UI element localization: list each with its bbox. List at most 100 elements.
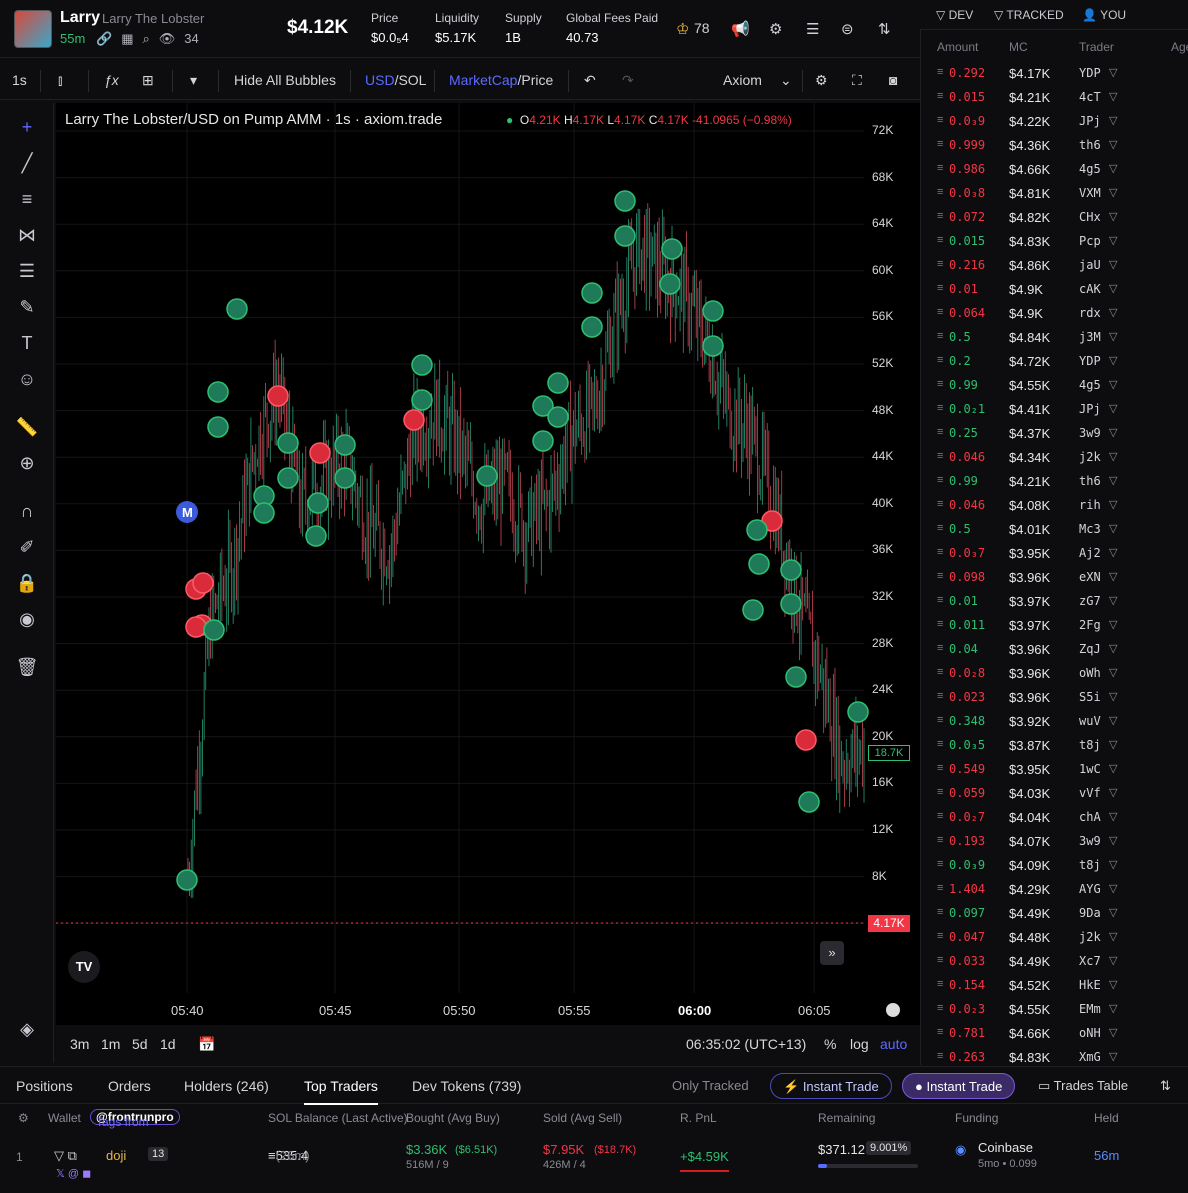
trade-row[interactable]: ≡ 0.015 $4.21K 4cT ▽	[937, 90, 1118, 105]
trade-row[interactable]: ≡ 0.098 $3.96K eXN ▽	[937, 570, 1118, 585]
filter-icon[interactable]: ▽	[1109, 643, 1118, 655]
filter-icon[interactable]: ▽	[1109, 595, 1118, 607]
filter-icon[interactable]: ▽	[1109, 715, 1118, 727]
filter-icon[interactable]: ▽	[1109, 403, 1118, 415]
trade-bubble[interactable]	[532, 395, 554, 417]
trade-row[interactable]: ≡ 0.99 $4.55K 4g5 ▽	[937, 378, 1118, 393]
filter-icon[interactable]: ▽	[1109, 163, 1118, 175]
filter-icon[interactable]: ▽	[1109, 259, 1118, 271]
trade-row[interactable]: ≡ 0.0₃9 $4.09K t8j ▽	[937, 858, 1118, 873]
filter-icon[interactable]: ▽	[1109, 379, 1118, 391]
gear-icon[interactable]: ⚙	[18, 1111, 29, 1125]
filter-icon[interactable]: ▽	[1109, 67, 1118, 79]
hide-bubbles-button[interactable]: Hide All Bubbles	[234, 72, 336, 88]
trade-bubble[interactable]	[780, 559, 802, 581]
trade-row[interactable]: ≡ 0.01 $3.97K zG7 ▽	[937, 594, 1118, 609]
trade-row[interactable]: ≡ 0.5 $4.84K j3M ▽	[937, 330, 1118, 345]
trade-row[interactable]: ≡ 0.046 $4.34K j2k ▽	[937, 450, 1118, 465]
chevron-down-icon[interactable]: ▾	[190, 72, 198, 88]
trade-row[interactable]: ≡ 0.0₃7 $3.95K Aj2 ▽	[937, 546, 1118, 561]
redo-icon[interactable]: ↷	[622, 72, 634, 88]
tab-holders[interactable]: Holders (246)	[184, 1078, 269, 1094]
trade-row[interactable]: ≡ 0.01 $4.9K cAK ▽	[937, 282, 1118, 297]
trade-bubble[interactable]	[277, 432, 299, 454]
trade-row[interactable]: ≡ 0.154 $4.52K HkE ▽	[937, 978, 1118, 993]
trade-bubble[interactable]	[702, 300, 724, 322]
trade-bubble[interactable]	[614, 190, 636, 212]
filter-icon[interactable]: ▽	[1109, 331, 1118, 343]
search-icon[interactable]: ⌕	[142, 31, 150, 46]
only-tracked-toggle[interactable]: Only Tracked	[672, 1078, 749, 1093]
col-amount[interactable]: Amount	[937, 40, 979, 54]
list-icon[interactable]: ☰	[806, 21, 820, 38]
trade-row[interactable]: ≡ 0.781 $4.66K oNH ▽	[937, 1026, 1118, 1041]
trade-row[interactable]: ≡ 0.549 $3.95K 1wC ▽	[937, 762, 1118, 777]
settings-dot-icon[interactable]	[886, 1003, 900, 1017]
trade-row[interactable]: ≡ 0.04 $3.96K ZqJ ▽	[937, 642, 1118, 657]
trade-row[interactable]: ≡ 0.0₃9 $4.22K JPj ▽	[937, 114, 1118, 129]
trade-row[interactable]: ≡ 0.046 $4.08K rih ▽	[937, 498, 1118, 513]
filter-icon[interactable]: ▽	[1109, 523, 1118, 535]
crosshair-icon[interactable]: +	[21, 117, 33, 137]
range-5d[interactable]: 5d	[132, 1036, 148, 1052]
trade-row[interactable]: ≡ 0.047 $4.48K j2k ▽	[937, 930, 1118, 945]
trade-row[interactable]: ≡ 0.5 $4.01K Mc3 ▽	[937, 522, 1118, 537]
trade-bubble[interactable]	[742, 599, 764, 621]
filter-icon[interactable]: ▽	[1109, 283, 1118, 295]
trade-bubble[interactable]	[185, 616, 207, 638]
trade-bubble[interactable]	[532, 430, 554, 452]
filter-icon[interactable]: ▽	[1109, 427, 1118, 439]
trade-bubble[interactable]	[614, 225, 636, 247]
trade-row[interactable]: ≡ 0.99 $4.21K th6 ▽	[937, 474, 1118, 489]
price-chart[interactable]: M Larry The Lobster/USD on Pump AMM · 1s…	[56, 103, 920, 1025]
trade-row[interactable]: ≡ 0.348 $3.92K wuV ▽	[937, 714, 1118, 729]
table-row[interactable]: 1 ▽ ⧉ doji 13 𝕏 @ ◼ ≡ 535.4 (26m) $3.36K…	[16, 1140, 1120, 1180]
trader-name[interactable]: doji	[106, 1148, 127, 1163]
chevron-down-icon[interactable]: ⌄	[780, 72, 792, 88]
trade-row[interactable]: ≡ 0.059 $4.03K vVf ▽	[937, 786, 1118, 801]
filter-icon[interactable]: ▽	[1109, 1027, 1118, 1039]
crown-icon[interactable]: ♔	[676, 21, 690, 38]
tab-dev-tokens[interactable]: Dev Tokens (739)	[412, 1078, 522, 1094]
trade-row[interactable]: ≡ 0.292 $4.17K YDP ▽	[937, 66, 1118, 81]
sort-icon[interactable]: ⇅	[1160, 1078, 1171, 1093]
trade-row[interactable]: ≡ 0.216 $4.86K jaU ▽	[937, 258, 1118, 273]
trade-bubble[interactable]	[253, 502, 275, 524]
filter-icon[interactable]: ▽	[1109, 979, 1118, 991]
filter-icon[interactable]: ▽	[1109, 475, 1118, 487]
swap-icon[interactable]: ⇅	[878, 21, 891, 38]
filter-icon[interactable]: ▽	[1109, 787, 1118, 799]
candlestick-plot[interactable]: M	[56, 103, 920, 1025]
filter-icon[interactable]: ▽	[1109, 307, 1118, 319]
trade-bubble[interactable]	[702, 335, 724, 357]
tab-top-traders[interactable]: Top Traders	[304, 1078, 378, 1105]
trade-bubble[interactable]	[267, 385, 289, 407]
trade-row[interactable]: ≡ 0.097 $4.49K 9Da ▽	[937, 906, 1118, 921]
currency-icon[interactable]: ⊜	[841, 21, 854, 38]
filter-icon[interactable]: ▽	[1109, 835, 1118, 847]
trade-row[interactable]: ≡ 0.999 $4.36K th6 ▽	[937, 138, 1118, 153]
trade-bubble[interactable]	[207, 381, 229, 403]
trade-bubble[interactable]	[307, 492, 329, 514]
filter-icon[interactable]: ▽	[1109, 883, 1118, 895]
trade-bubble[interactable]	[411, 354, 433, 376]
filter-icon[interactable]: ▽	[1109, 667, 1118, 679]
trade-row[interactable]: ≡ 0.263 $4.83K XmG ▽	[937, 1050, 1118, 1065]
marketcap-price-toggle[interactable]: MarketCap/Price	[449, 72, 554, 88]
trade-bubble[interactable]	[746, 519, 768, 541]
zoom-icon[interactable]: ⊕	[19, 453, 35, 473]
trade-bubble[interactable]	[798, 791, 820, 813]
filter-you[interactable]: 👤 YOU	[1082, 8, 1127, 22]
trade-bubble[interactable]	[334, 467, 356, 489]
filter-icon[interactable]: ▽	[1109, 499, 1118, 511]
trade-bubble[interactable]	[277, 467, 299, 489]
filter-icon[interactable]: ▽	[1109, 115, 1118, 127]
filter-icon[interactable]: ▽	[1109, 619, 1118, 631]
range-1d[interactable]: 1d	[160, 1036, 176, 1052]
filter-icon[interactable]: ▽	[1109, 451, 1118, 463]
trade-bubble[interactable]	[581, 316, 603, 338]
usd-sol-toggle[interactable]: USD/SOL	[365, 72, 427, 88]
percent-toggle[interactable]: %	[824, 1036, 837, 1052]
text-icon[interactable]: T	[21, 333, 33, 353]
trade-bubble[interactable]	[403, 409, 425, 431]
